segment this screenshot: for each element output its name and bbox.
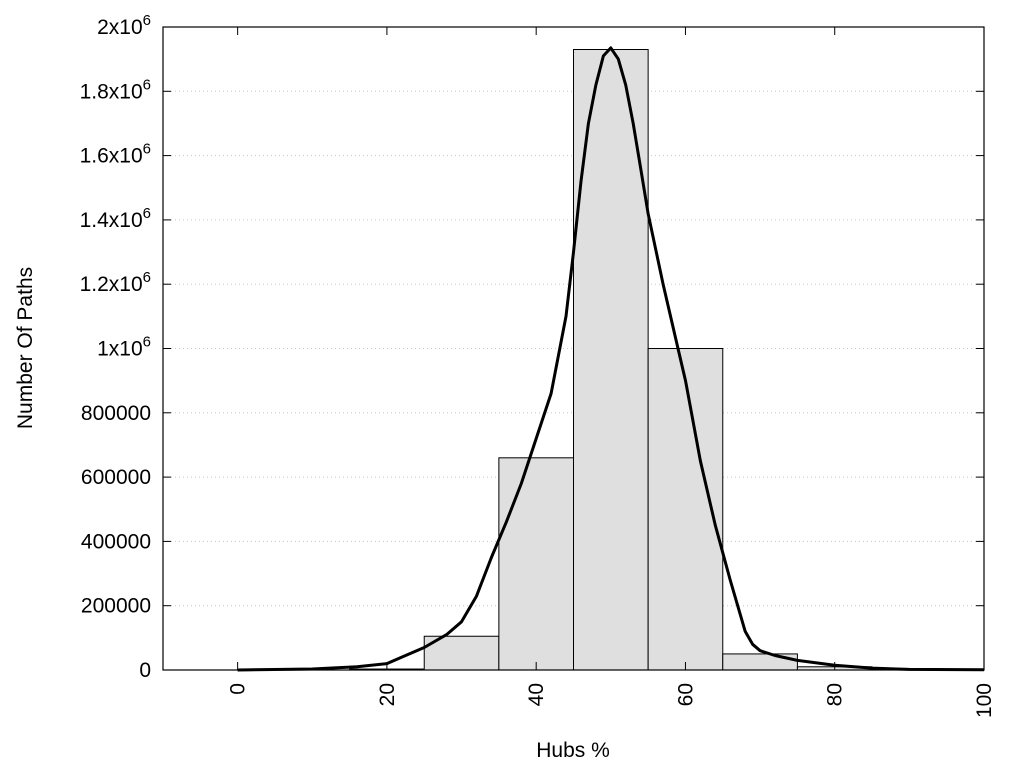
x-tick-label: 0: [227, 683, 250, 695]
y-axis-title: Number Of Paths: [14, 267, 37, 429]
x-tick-label: 40: [525, 683, 548, 706]
y-tick-label: 1.8x106: [80, 76, 151, 103]
gridlines: [163, 90, 984, 607]
y-tick-label: 400000: [81, 530, 151, 553]
y-tick-label: 1.4x106: [80, 205, 151, 232]
histogram-bars: [349, 49, 948, 671]
y-axis-ticks: 0 200000 400000 600000 800000 1x106 1.2x106 1.4…: [80, 12, 984, 682]
x-tick-label: 60: [674, 683, 697, 706]
x-tick-label: 100: [973, 683, 996, 718]
y-tick-label: 600000: [81, 466, 151, 489]
x-tick-label: 80: [824, 683, 847, 706]
x-tick-label: 20: [376, 683, 399, 706]
y-tick-label: 1x106: [97, 334, 151, 361]
y-tick-label: 800000: [81, 402, 151, 425]
density-curve: [237, 46, 985, 672]
y-tick-label: 200000: [81, 595, 151, 618]
y-tick-label: 2x106: [97, 12, 151, 39]
y-tick-label: 0: [139, 659, 151, 682]
y-tick-label: 1.2x106: [80, 269, 151, 296]
x-axis-ticks: 0 20 40 60 80 100: [227, 27, 996, 718]
density-curve-line: [237, 46, 985, 672]
x-axis-title: Hubs %: [536, 739, 610, 762]
y-tick-label: 1.6x106: [80, 141, 151, 168]
histogram-bar: [722, 653, 798, 671]
histogram-bar: [498, 457, 575, 671]
